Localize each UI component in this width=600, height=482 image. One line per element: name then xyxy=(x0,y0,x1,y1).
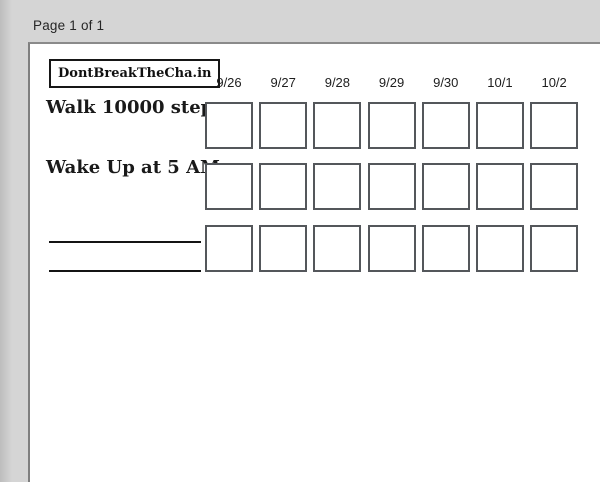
checkbox-cell xyxy=(530,225,579,272)
date-label: 9/28 xyxy=(324,75,351,90)
checkbox-cell xyxy=(259,102,308,149)
checkbox-cell xyxy=(205,225,253,272)
printable-page: DontBreakTheCha.in 9/26 9/27 9/28 9/29 9… xyxy=(28,42,600,482)
checkbox-cell xyxy=(313,102,362,149)
checkbox-cell xyxy=(475,225,524,272)
checkbox-cell xyxy=(475,102,524,149)
date-label: 9/26 xyxy=(216,75,242,90)
habit-checkbox-row xyxy=(205,102,584,149)
checkbox-cell xyxy=(530,102,579,149)
checkbox-cell xyxy=(421,225,470,272)
write-in-line xyxy=(49,241,201,243)
checkbox-cell xyxy=(530,163,579,210)
checkbox-cell xyxy=(421,102,470,149)
checkbox-cell xyxy=(367,163,416,210)
habit-checkbox-row xyxy=(205,163,584,210)
date-header-row: 9/26 9/27 9/28 9/29 9/30 10/1 10/2 xyxy=(205,75,584,90)
checkbox-cell xyxy=(475,163,524,210)
checkbox-cell xyxy=(205,102,253,149)
date-label: 9/27 xyxy=(270,75,296,90)
checkbox-cell xyxy=(205,163,253,210)
checkbox-cell xyxy=(259,225,308,272)
checkbox-cell xyxy=(367,225,416,272)
write-in-line xyxy=(49,270,201,272)
date-label: 9/30 xyxy=(433,75,459,90)
habit-label: Walk 10000 steps xyxy=(46,97,224,118)
page-indicator: Page 1 of 1 xyxy=(33,18,105,33)
checkbox-cell xyxy=(367,102,416,149)
left-edge-shade xyxy=(0,0,12,482)
checkbox-cell xyxy=(313,225,362,272)
checkbox-cell xyxy=(421,163,470,210)
logo-text: DontBreakTheCha.in xyxy=(58,66,212,81)
logo-box: DontBreakTheCha.in xyxy=(49,59,221,88)
date-label: 10/1 xyxy=(487,75,513,90)
date-label: 9/29 xyxy=(378,75,405,90)
checkbox-cell xyxy=(313,163,362,210)
date-label: 10/2 xyxy=(541,75,567,90)
habit-checkbox-row xyxy=(205,225,584,272)
habit-label: Wake Up at 5 AM xyxy=(46,157,220,178)
checkbox-cell xyxy=(259,163,308,210)
